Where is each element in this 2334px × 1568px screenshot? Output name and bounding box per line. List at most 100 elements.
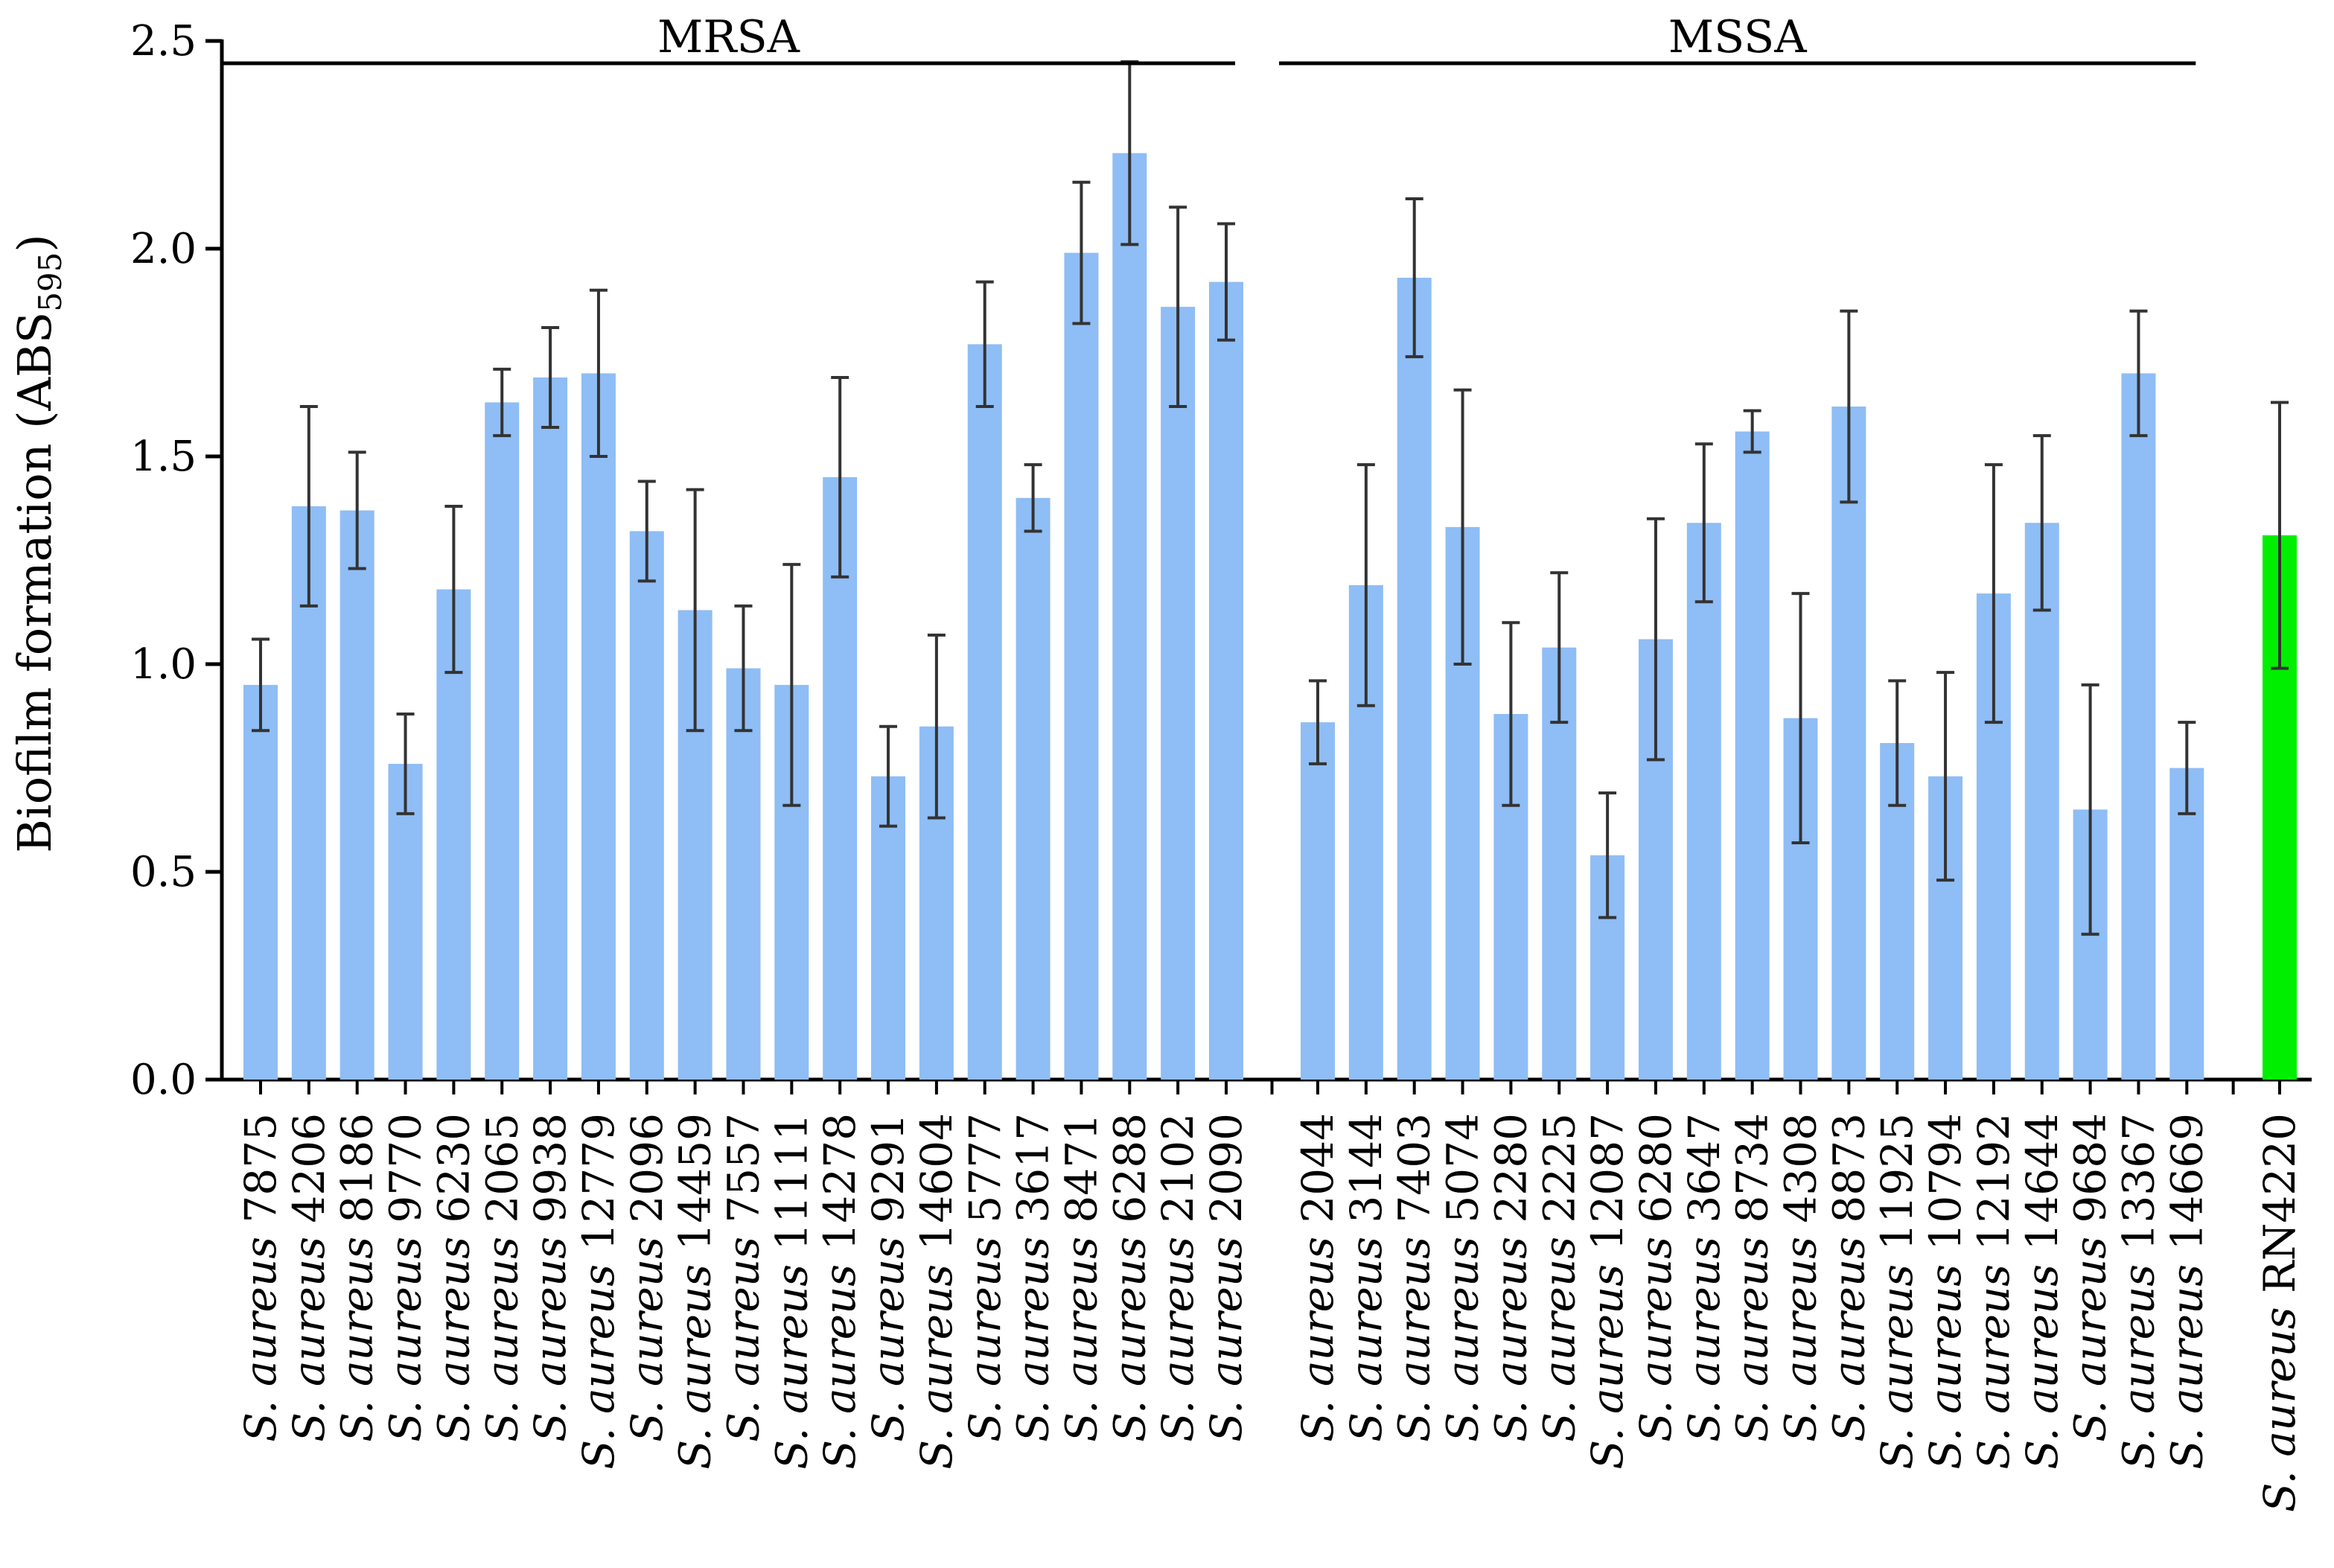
x-label-strain: RN4220 — [2254, 1113, 2305, 1293]
mrsa-bar-5777 — [967, 344, 1002, 1080]
x-label-species: S. aureus — [1008, 1223, 1059, 1442]
x-label-strain: 5777 — [960, 1113, 1010, 1223]
x-label-species: S. aureus — [2161, 1251, 2212, 1470]
mssa-x-label-12192: S. aureus 12192 — [1968, 1113, 2019, 1470]
mrsa-bar-2096 — [629, 531, 664, 1080]
x-label-species: S. aureus — [1582, 1251, 1633, 1470]
mssa-x-label-9684: S. aureus 9684 — [2065, 1113, 2116, 1442]
x-label-strain: 7403 — [1389, 1113, 1440, 1223]
y-axis-label-subscript: 595 — [32, 252, 68, 312]
mrsa-x-label-9770: S. aureus 9770 — [380, 1113, 431, 1442]
mssa-x-label-8734: S. aureus 8734 — [1727, 1113, 1778, 1442]
x-label-species: S. aureus — [332, 1223, 383, 1442]
x-label-species: S. aureus — [1485, 1223, 1536, 1442]
x-label-species: S. aureus — [1201, 1223, 1252, 1442]
x-label-species: S. aureus — [814, 1251, 865, 1470]
mrsa-x-label-2090: S. aureus 2090 — [1201, 1113, 1252, 1442]
x-label-strain: 9770 — [380, 1113, 431, 1223]
x-label-strain: 6288 — [1104, 1113, 1155, 1223]
x-label-strain: 3617 — [1008, 1113, 1059, 1223]
x-label-strain: 11925 — [1872, 1113, 1922, 1251]
mssa-x-label-2044: S. aureus 2044 — [1292, 1113, 1343, 1442]
x-label-strain: 14459 — [670, 1113, 721, 1251]
x-label-strain: 12192 — [1968, 1113, 2019, 1251]
x-label-species: S. aureus — [1341, 1223, 1391, 1442]
mssa-x-label-7403: S. aureus 7403 — [1389, 1113, 1440, 1442]
mrsa-bar-7875 — [243, 684, 278, 1080]
x-label-species: S. aureus — [2254, 1293, 2305, 1512]
x-label-species: S. aureus — [2065, 1223, 2116, 1442]
x-label-species: S. aureus — [960, 1223, 1010, 1442]
x-label-strain: 8873 — [1823, 1113, 1874, 1223]
x-label-species: S. aureus — [235, 1223, 286, 1442]
x-label-strain: 4308 — [1776, 1113, 1826, 1223]
x-label-strain: 14278 — [814, 1113, 865, 1251]
y-tick-label: 0.5 — [130, 848, 197, 896]
mssa-bar-13367 — [2121, 373, 2156, 1080]
mssa-x-label-3144: S. aureus 3144 — [1341, 1113, 1391, 1442]
x-label-strain: 3144 — [1341, 1113, 1391, 1223]
x-label-species: S. aureus — [1823, 1223, 1874, 1442]
x-label-species: S. aureus — [1056, 1223, 1106, 1442]
x-label-strain: 2044 — [1292, 1113, 1343, 1223]
mssa-x-label-2280: S. aureus 2280 — [1485, 1113, 1536, 1442]
mrsa-x-label-14278: S. aureus 14278 — [814, 1113, 865, 1470]
mssa-bar-8734 — [1735, 431, 1770, 1080]
mssa-x-label-11925: S. aureus 11925 — [1872, 1113, 1922, 1470]
x-label-strain: 2280 — [1485, 1113, 1536, 1223]
x-label-strain: 12087 — [1582, 1113, 1633, 1251]
mrsa-group-label: MRSA — [657, 11, 800, 63]
x-label-strain: 6230 — [428, 1113, 479, 1223]
mrsa-x-label-7875: S. aureus 7875 — [235, 1113, 286, 1442]
x-label-species: S. aureus — [766, 1251, 817, 1470]
mrsa-x-label-6288: S. aureus 6288 — [1104, 1113, 1155, 1442]
x-label-strain: 7557 — [718, 1113, 769, 1223]
reference-x-label-RN4220: S. aureus RN4220 — [2254, 1113, 2305, 1512]
x-label-species: S. aureus — [284, 1223, 334, 1442]
mssa-x-label-6280: S. aureus 6280 — [1630, 1113, 1681, 1442]
mrsa-bar-3617 — [1015, 497, 1050, 1080]
mrsa-bar-2102 — [1161, 307, 1196, 1080]
y-tick-label: 1.5 — [130, 433, 197, 481]
mssa-bar-14669 — [2169, 768, 2204, 1080]
x-label-strain: 7875 — [235, 1113, 286, 1223]
x-label-species: S. aureus — [1292, 1223, 1343, 1442]
mssa-bar-8873 — [1831, 407, 1866, 1080]
x-label-species: S. aureus — [911, 1251, 962, 1470]
x-label-species: S. aureus — [670, 1251, 721, 1470]
mrsa-x-label-4206: S. aureus 4206 — [284, 1113, 334, 1442]
x-label-strain: 14669 — [2161, 1113, 2212, 1251]
x-label-strain: 12779 — [573, 1113, 624, 1251]
x-label-strain: 2065 — [476, 1113, 527, 1223]
x-label-species: S. aureus — [1438, 1223, 1488, 1442]
mrsa-x-label-8471: S. aureus 8471 — [1056, 1113, 1106, 1442]
mrsa-bar-2090 — [1209, 281, 1243, 1080]
mssa-x-label-14669: S. aureus 14669 — [2161, 1113, 2212, 1470]
mrsa-x-label-2096: S. aureus 2096 — [622, 1113, 672, 1442]
x-label-strain: 8186 — [332, 1113, 383, 1223]
mrsa-x-label-2065: S. aureus 2065 — [476, 1113, 527, 1442]
mrsa-bar-12779 — [581, 373, 616, 1080]
x-label-strain: 2090 — [1201, 1113, 1252, 1223]
mrsa-x-label-5777: S. aureus 5777 — [960, 1113, 1010, 1442]
mrsa-bar-6288 — [1112, 153, 1147, 1080]
mssa-x-label-4308: S. aureus 4308 — [1776, 1113, 1826, 1442]
mrsa-x-label-3617: S. aureus 3617 — [1008, 1113, 1059, 1442]
x-label-strain: 8471 — [1056, 1113, 1106, 1223]
mssa-x-label-3647: S. aureus 3647 — [1679, 1113, 1729, 1442]
x-label-species: S. aureus — [525, 1223, 575, 1442]
mrsa-bar-9770 — [388, 763, 423, 1080]
x-label-strain: 2225 — [1534, 1113, 1584, 1223]
x-label-strain: 2096 — [622, 1113, 672, 1223]
x-label-species: S. aureus — [428, 1223, 479, 1442]
mrsa-x-label-14604: S. aureus 14604 — [911, 1113, 962, 1470]
mrsa-bar-8186 — [339, 510, 374, 1080]
mssa-x-label-10794: S. aureus 10794 — [1920, 1113, 1971, 1470]
x-label-strain: 4206 — [284, 1113, 334, 1223]
mrsa-bar-8471 — [1064, 252, 1099, 1080]
y-tick-label: 2.5 — [130, 17, 197, 66]
mssa-bar-3647 — [1686, 523, 1721, 1080]
x-label-species: S. aureus — [1630, 1223, 1681, 1442]
x-label-strain: 2102 — [1152, 1113, 1203, 1223]
